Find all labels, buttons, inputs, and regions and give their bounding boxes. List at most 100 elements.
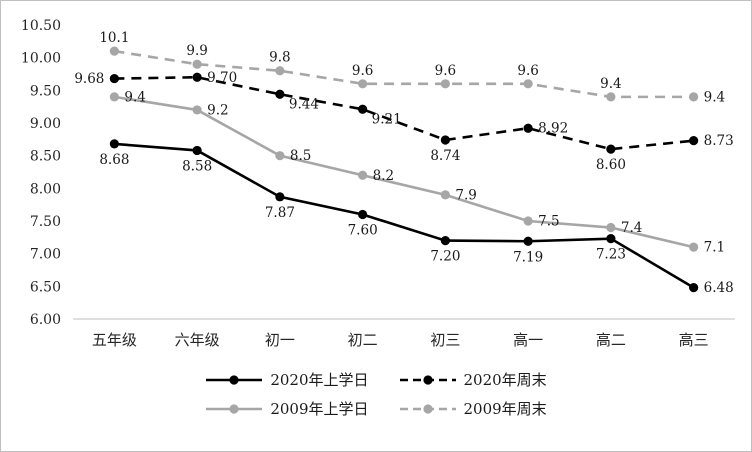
data-label: 9.70 bbox=[207, 70, 237, 86]
data-point-marker bbox=[606, 92, 616, 102]
data-label: 9.6 bbox=[517, 63, 538, 79]
data-label: 9.8 bbox=[269, 50, 290, 66]
data-label: 7.20 bbox=[430, 249, 460, 265]
data-point-marker bbox=[275, 66, 285, 76]
x-category-label: 初二 bbox=[348, 331, 378, 349]
data-point-marker bbox=[440, 236, 450, 246]
series-group: 10.1 9.9 9.8 9.6 9.6 9.6 9.4 9.4 bbox=[99, 30, 725, 105]
data-label: 7.4 bbox=[621, 220, 642, 236]
data-point-marker bbox=[689, 92, 699, 102]
data-point-marker bbox=[440, 79, 450, 89]
y-tick-label: 7.50 bbox=[30, 214, 61, 230]
data-point-marker bbox=[109, 73, 119, 84]
legend-marker bbox=[422, 403, 433, 414]
y-tick-label: 9.50 bbox=[30, 83, 61, 99]
data-label: 9.9 bbox=[186, 43, 207, 59]
data-label: 9.4 bbox=[600, 76, 621, 92]
x-category-label: 初一 bbox=[265, 331, 295, 349]
x-category-label: 高二 bbox=[596, 331, 626, 349]
data-point-marker bbox=[523, 236, 533, 246]
x-category-label: 高一 bbox=[513, 331, 543, 349]
series-group: 9.4 9.2 8.5 8.2 7.9 7.5 7.4 7.1 bbox=[109, 89, 725, 256]
data-label: 8.58 bbox=[182, 158, 212, 174]
legend-marker bbox=[229, 403, 239, 414]
series-line bbox=[114, 142, 695, 289]
data-point-marker bbox=[523, 79, 533, 89]
data-point-marker bbox=[523, 123, 533, 133]
legend-item-2020-weekend: 2020年周末 bbox=[399, 369, 547, 390]
line-chart: 6.00 6.50 7.00 7.50 8.00 8.50 9.00 9.50 10.00 10.… bbox=[21, 18, 735, 349]
y-tick-label: 6.50 bbox=[30, 279, 61, 295]
legend-swatch-line-icon bbox=[399, 403, 456, 414]
data-label: 9.68 bbox=[74, 71, 104, 87]
data-point-marker bbox=[275, 192, 285, 202]
data-label: 9.2 bbox=[207, 102, 228, 118]
data-point-marker bbox=[689, 136, 699, 146]
data-point-marker bbox=[192, 105, 202, 115]
data-label: 7.9 bbox=[455, 187, 476, 203]
y-tick-label: 6.00 bbox=[30, 312, 61, 328]
data-point-marker bbox=[689, 283, 699, 293]
legend-marker bbox=[422, 374, 433, 385]
data-point-marker bbox=[358, 104, 368, 114]
legend-row-1: 2020年上学日 2020年周末 bbox=[1, 369, 751, 390]
data-point-marker bbox=[358, 170, 368, 180]
x-category-label: 高三 bbox=[679, 331, 709, 349]
data-label: 8.92 bbox=[538, 121, 568, 137]
legend-marker bbox=[229, 374, 239, 385]
series-line bbox=[114, 75, 694, 151]
series-group: 8.68 8.58 7.87 7.60 7.20 7.19 7.23 6.48 bbox=[99, 139, 734, 296]
data-label: 8.74 bbox=[430, 148, 460, 164]
legend-swatch-line-icon bbox=[399, 374, 456, 385]
y-tick-label: 8.50 bbox=[30, 149, 61, 165]
data-label: 8.73 bbox=[704, 133, 734, 149]
data-label: 9.44 bbox=[289, 96, 319, 112]
data-label: 7.5 bbox=[538, 214, 559, 230]
data-label: 10.1 bbox=[99, 30, 129, 46]
legend-item-2009-school-day: 2009年上学日 bbox=[205, 398, 369, 419]
legend-item-2009-weekend: 2009年周末 bbox=[399, 398, 547, 419]
legend-swatch-line-icon bbox=[206, 374, 263, 385]
data-point-marker bbox=[275, 89, 285, 99]
data-point-marker bbox=[523, 216, 533, 226]
series-line bbox=[114, 95, 694, 249]
data-label: 9.4 bbox=[124, 89, 145, 105]
y-tick-label: 7.00 bbox=[30, 247, 61, 263]
x-category-label: 初三 bbox=[430, 331, 460, 349]
y-tick-label: 8.00 bbox=[30, 181, 61, 197]
data-label: 7.60 bbox=[348, 222, 378, 238]
series-group: 9.68 9.70 9.44 9.21 8.74 8.92 8.60 8.73 bbox=[74, 70, 733, 173]
x-category-label: 五年级 bbox=[92, 331, 137, 349]
data-label: 9.6 bbox=[352, 63, 373, 79]
legend-label: 2009年上学日 bbox=[270, 400, 369, 418]
data-point-marker bbox=[358, 79, 368, 89]
data-label: 9.6 bbox=[435, 63, 456, 79]
y-tick-label: 10.50 bbox=[21, 18, 61, 34]
data-label: 8.60 bbox=[596, 157, 626, 173]
data-point-marker bbox=[606, 222, 616, 233]
legend-item-2020-school-day: 2020年上学日 bbox=[205, 369, 369, 390]
legend-label: 2020年周末 bbox=[463, 371, 547, 389]
legend-label: 2020年上学日 bbox=[270, 371, 369, 389]
data-point-marker bbox=[440, 190, 450, 200]
data-label: 7.1 bbox=[704, 240, 725, 256]
data-label: 8.68 bbox=[99, 152, 129, 168]
data-label: 8.5 bbox=[290, 148, 311, 164]
data-point-marker bbox=[275, 151, 285, 161]
data-point-marker bbox=[606, 234, 616, 244]
data-point-marker bbox=[358, 209, 368, 220]
data-point-marker bbox=[109, 139, 119, 149]
legend-label: 2009年周末 bbox=[463, 400, 547, 418]
data-label: 7.87 bbox=[265, 205, 295, 221]
data-label: 7.19 bbox=[513, 249, 543, 265]
data-point-marker bbox=[606, 144, 616, 154]
data-point-marker bbox=[689, 242, 699, 252]
x-category-label: 六年级 bbox=[175, 331, 220, 349]
data-point-marker bbox=[192, 59, 202, 69]
legend-swatch-line-icon bbox=[206, 403, 263, 414]
legend-row-2: 2009年上学日 2009年周末 bbox=[1, 398, 751, 419]
data-label: 8.2 bbox=[373, 168, 394, 184]
data-point-marker bbox=[109, 46, 119, 56]
series-line bbox=[114, 49, 694, 99]
